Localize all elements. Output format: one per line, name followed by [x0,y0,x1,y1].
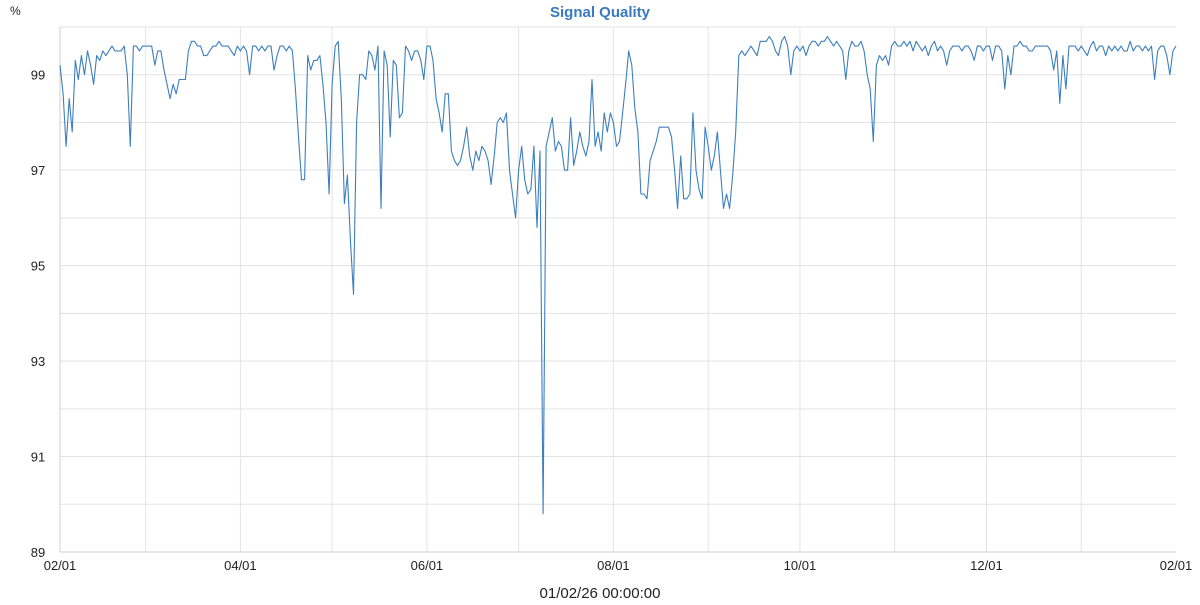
x-tick-label: 06/01 [411,558,444,573]
x-axis-label: 01/02/26 00:00:00 [540,585,661,600]
x-tick-label: 04/01 [224,558,257,573]
axes [59,27,1176,553]
y-tick-label: 95 [31,259,45,274]
y-unit-label: % [10,4,21,18]
y-tick-label: 93 [31,354,45,369]
grid [60,26,1176,553]
x-tick-label: 02/01 [44,558,77,573]
x-tick-label: 08/01 [597,558,630,573]
y-tick-label: 99 [31,68,45,83]
series-line [59,35,1177,515]
series-layer [59,35,1177,515]
x-tick-label: 02/01 [1160,558,1193,573]
x-tick-label: 12/01 [970,558,1003,573]
labels: Signal Quality % 01/02/26 00:00:00 89 91 9… [10,4,1193,602]
x-tick-label: 10/01 [784,558,817,573]
chart-title: Signal Quality [550,4,651,21]
y-tick-label: 91 [31,450,45,465]
y-tick-label: 97 [31,163,45,178]
y-tick-label: 89 [31,545,45,560]
